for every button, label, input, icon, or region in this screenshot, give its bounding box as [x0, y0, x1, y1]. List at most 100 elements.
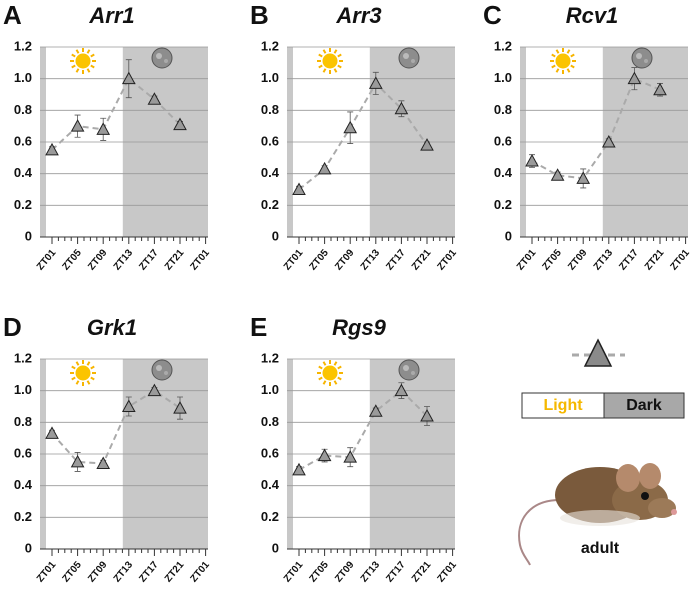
y-tick-label: 0.8	[14, 102, 32, 117]
moon-crater	[411, 371, 415, 375]
moon-crater	[644, 59, 648, 63]
sun-ray	[90, 53, 95, 58]
sun-ray	[337, 365, 342, 370]
data-point	[343, 120, 358, 134]
sun-ray	[71, 365, 76, 370]
sun-ray	[86, 49, 91, 54]
data-point	[394, 383, 409, 397]
x-tick-label: ZT21	[163, 247, 187, 272]
x-tick-label: ZT01	[435, 559, 459, 584]
y-tick-label: 0.4	[261, 165, 280, 180]
y-tick-label: 0	[272, 228, 279, 243]
x-tick-label: ZT01	[282, 247, 306, 272]
sun-ray	[566, 49, 571, 54]
sun-ray	[86, 361, 91, 366]
x-tick-label: ZT09	[566, 247, 590, 272]
sun-ray	[322, 49, 327, 54]
sun	[322, 365, 338, 381]
data-point	[317, 161, 332, 175]
legend-subject: adult	[581, 540, 620, 557]
x-tick-label: ZT13	[359, 247, 383, 272]
sun-ray	[71, 53, 76, 58]
moon	[631, 47, 653, 69]
panel-title: Rcv1	[566, 3, 619, 28]
data-point	[653, 82, 667, 96]
y-tick-label: 0.4	[14, 477, 33, 492]
panel-title: Grk1	[87, 315, 137, 340]
data-point	[121, 71, 136, 85]
sun-ray	[71, 64, 76, 69]
y-tick-label: 1.0	[494, 70, 512, 85]
legend-light-box	[521, 392, 605, 419]
panel-title: Arr3	[335, 3, 381, 28]
panel-label: C	[483, 0, 502, 30]
sun-ray	[318, 53, 323, 58]
y-tick-label: 1.0	[261, 382, 279, 397]
y-tick-label: 1.0	[14, 382, 32, 397]
sun-ray	[337, 376, 342, 381]
x-tick-label: ZT05	[60, 559, 84, 584]
sun-ray	[318, 376, 323, 381]
sun-ray	[570, 53, 575, 58]
x-tick-label: ZT05	[60, 247, 84, 272]
x-tick-label: ZT05	[307, 247, 331, 272]
x-tick-label: ZT05	[307, 559, 331, 584]
sun-ray	[318, 64, 323, 69]
x-tick-label: ZT01	[668, 247, 692, 272]
sun-ray	[551, 53, 556, 58]
x-tick-label: ZT01	[435, 247, 459, 272]
y-tick-label: 0.4	[261, 477, 280, 492]
y-tick-label: 1.0	[14, 70, 32, 85]
x-tick-label: ZT09	[86, 247, 110, 272]
sun-ray	[322, 361, 327, 366]
data-point	[147, 92, 162, 105]
data-point	[173, 117, 187, 131]
x-tick-label: ZT17	[617, 247, 641, 272]
x-tick-label: ZT13	[592, 247, 616, 272]
moon	[151, 359, 173, 381]
y-tick-label: 0.2	[14, 197, 32, 212]
data-point	[317, 448, 332, 462]
y-tick-label: 0.8	[14, 414, 32, 429]
x-tick-label: ZT13	[112, 559, 136, 584]
data-point	[173, 401, 187, 414]
sun-ray	[75, 361, 80, 366]
sun-ray	[555, 49, 560, 54]
sun-ray	[570, 64, 575, 69]
moon-crater	[636, 53, 642, 59]
y-tick-label: 1.2	[261, 38, 279, 53]
x-tick-label: ZT13	[112, 247, 136, 272]
x-tick-label: ZT21	[410, 559, 434, 584]
y-tick-label: 0.2	[494, 197, 512, 212]
data-point	[550, 168, 565, 181]
data-point	[627, 71, 642, 85]
sun-ray	[322, 68, 327, 73]
moon	[151, 47, 173, 69]
y-tick-label: 1.2	[14, 350, 32, 365]
data-point	[601, 134, 616, 148]
x-tick-label: ZT01	[35, 247, 59, 272]
y-tick-label: 0.8	[494, 102, 512, 117]
x-tick-label: ZT01	[188, 559, 212, 584]
sun-ray	[555, 68, 560, 73]
sun-ray	[90, 365, 95, 370]
panel-title: Arr1	[88, 3, 134, 28]
data-point	[420, 138, 434, 151]
y-tick-label: 0.8	[261, 414, 279, 429]
moon-crater	[403, 365, 409, 371]
panel-label: D	[3, 312, 22, 342]
x-tick-label: ZT01	[282, 559, 306, 584]
sun-ray	[71, 376, 76, 381]
y-tick-label: 0.4	[494, 165, 513, 180]
sun-ray	[75, 49, 80, 54]
data-point	[368, 76, 383, 89]
sun-ray	[333, 49, 338, 54]
y-tick-label: 1.0	[261, 70, 279, 85]
sun	[555, 53, 571, 69]
y-tick-label: 0.2	[261, 197, 279, 212]
x-tick-label: ZT01	[35, 559, 59, 584]
